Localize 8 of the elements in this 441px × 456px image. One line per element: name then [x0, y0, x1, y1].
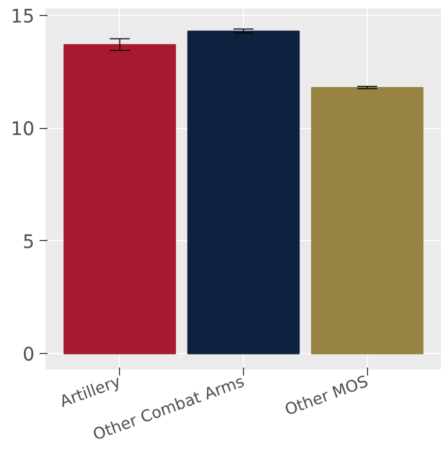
y-tick-label: 5: [22, 232, 35, 253]
bar: [187, 30, 300, 354]
x-tick-label: Other MOS: [282, 372, 371, 420]
bar: [64, 44, 176, 354]
y-tick-label: 10: [10, 119, 35, 140]
y-tick-label: 15: [10, 6, 35, 28]
bar: [311, 86, 424, 354]
y-tick-label: 0: [22, 344, 35, 366]
